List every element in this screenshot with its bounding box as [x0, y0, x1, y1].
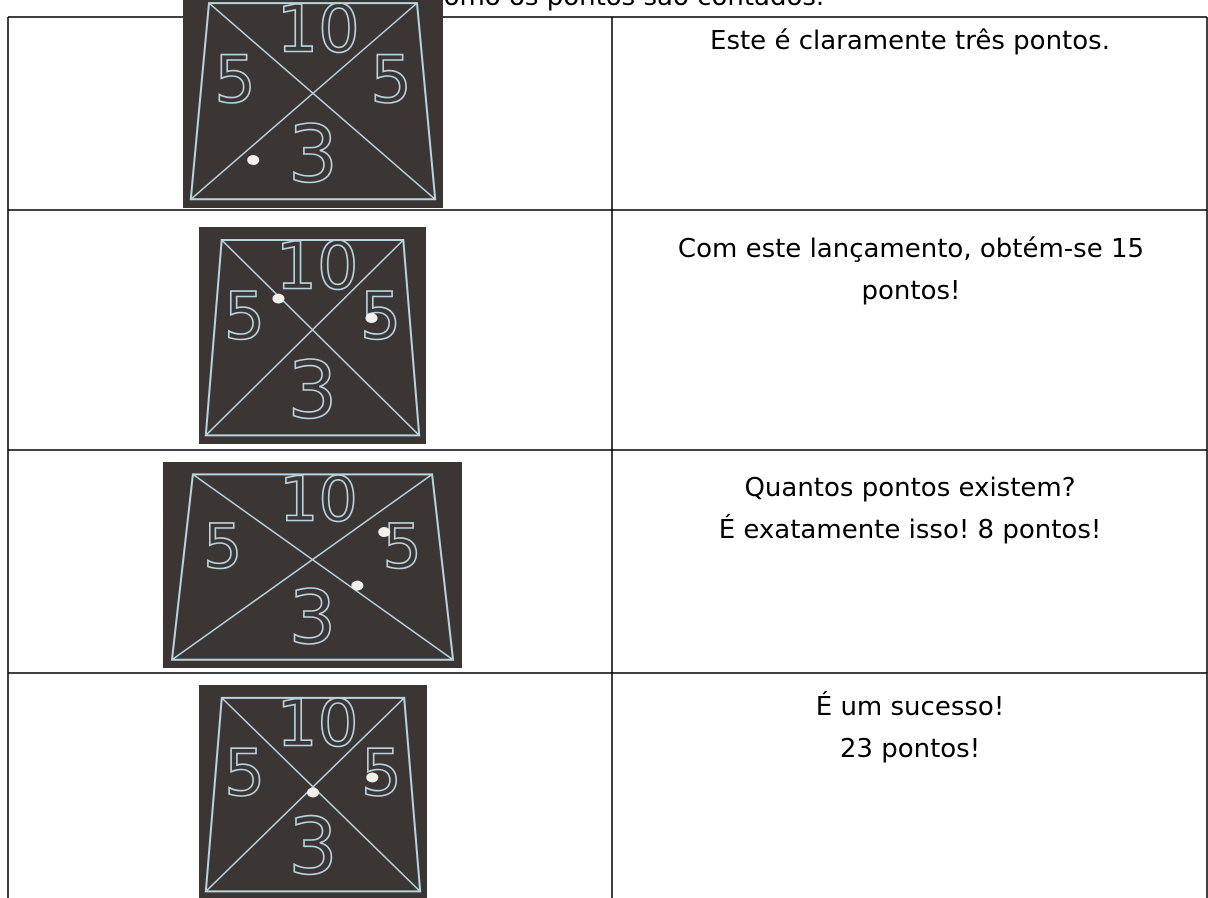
chalk-number: 5 — [203, 511, 242, 583]
photo: 105 53 — [199, 227, 426, 444]
pebble — [351, 580, 364, 591]
chalk-diagonal — [192, 473, 454, 661]
chalk-number: 5 — [370, 42, 412, 118]
cell: Com este lançamento, obtém-se 15 pontos! — [614, 228, 1208, 312]
chalk-outline — [189, 2, 437, 201]
cell-text: Quantos pontos existem? — [744, 473, 1076, 503]
chalk-number: 5 — [224, 279, 265, 354]
chalk-diagonal — [205, 697, 405, 892]
cell-text: É exatamente isso! 8 pontos! — [718, 515, 1102, 545]
pebble — [307, 787, 319, 798]
chalk-number: 10 — [277, 0, 360, 68]
photo-background — [199, 227, 426, 444]
cell-text: Este é claramente três pontos. — [710, 26, 1110, 56]
cell: Este é claramente três pontos. — [614, 20, 1206, 62]
cell-text: 23 pontos! — [839, 734, 981, 764]
pebble — [365, 313, 378, 324]
photo: 10 5 53 — [163, 462, 462, 668]
chalk-diagonal — [171, 473, 433, 661]
cell-text: É um sucesso! — [815, 692, 1005, 722]
chalk-number: 3 — [288, 346, 338, 437]
photo: 105 53 — [199, 685, 427, 898]
chalk-outline — [204, 696, 422, 893]
title: Eis como os pontos são contados. — [0, 0, 1208, 12]
pebble — [247, 155, 260, 166]
chalk-diagonal — [190, 2, 418, 200]
pebble — [366, 772, 379, 783]
chalk-number: 10 — [277, 687, 359, 762]
table-borders — [7, 16, 1208, 898]
chalk-diagonal — [221, 697, 421, 892]
chalk-outline — [170, 473, 455, 661]
chalk-diagonal — [208, 2, 436, 200]
chalk-number: 10 — [276, 229, 359, 304]
chalk-number: 5 — [214, 42, 256, 118]
chalk-number: 5 — [361, 736, 402, 811]
chalk-number: 3 — [288, 803, 337, 893]
chalk-number: 5 — [224, 736, 265, 811]
cell-text: Com este lançamento, obtém-se 15 pontos! — [677, 234, 1145, 306]
chalk-number: 5 — [383, 511, 422, 583]
pebble — [272, 293, 285, 304]
pebble — [378, 527, 391, 538]
photo-background — [163, 462, 462, 668]
cell: Quantos pontos existem? É exatamente isso… — [614, 467, 1206, 551]
chalk-diagonal — [205, 239, 404, 436]
chalk-number: 10 — [279, 463, 358, 535]
chalk-number: 3 — [288, 109, 338, 201]
photo: 105 53 — [183, 0, 443, 208]
cell: É um sucesso! 23 pontos! — [614, 686, 1206, 770]
chalk-diagonal — [221, 239, 420, 436]
chalk-number: 3 — [289, 575, 336, 661]
photo-background — [183, 0, 443, 208]
